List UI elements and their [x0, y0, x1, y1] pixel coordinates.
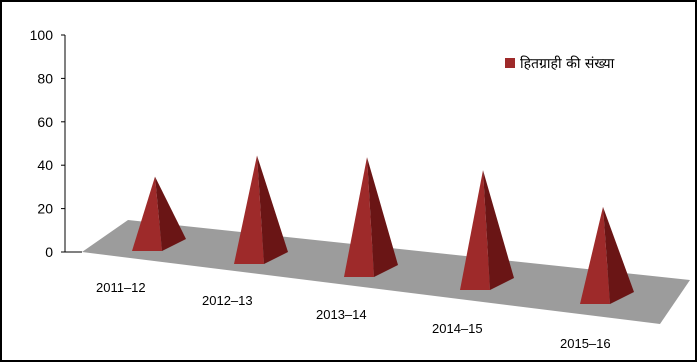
x-category-label: 2014–15	[432, 321, 483, 336]
pyramid-bar	[234, 155, 288, 264]
legend-label: हितग्राही की संख्या	[520, 55, 615, 72]
pyramid-front-face	[132, 176, 162, 251]
pyramid-bar	[344, 157, 398, 277]
pyramid-front-face	[460, 170, 490, 290]
x-category-label: 2012–13	[202, 293, 253, 308]
pyramid-side-face	[155, 176, 186, 251]
x-category-label: 2011–12	[96, 280, 146, 295]
y-tick-label: 80	[37, 70, 53, 86]
pyramid-bar	[460, 170, 514, 290]
x-category-label: 2013–14	[316, 307, 367, 322]
y-tick-label: 40	[37, 157, 53, 173]
x-category-label: 2015–16	[560, 336, 611, 351]
legend: हितग्राही की संख्या	[505, 55, 615, 72]
pyramid-side-face	[257, 155, 288, 264]
y-axis-ticks: 0 20 40 60 80 100	[30, 27, 65, 260]
y-tick-label: 100	[30, 27, 54, 43]
pyramid-front-face	[580, 206, 610, 304]
pyramid-side-face	[483, 170, 514, 290]
legend-swatch	[505, 58, 515, 68]
pyramid-bar	[580, 206, 634, 304]
pyramid-bar	[132, 176, 186, 251]
y-tick-label: 0	[45, 244, 53, 260]
pyramid-side-face	[603, 206, 634, 304]
pyramid-front-face	[344, 157, 374, 277]
pyramid-side-face	[367, 157, 398, 277]
x-axis-labels: 2011–12 2012–13 2013–14 2014–15 2015–16	[96, 280, 611, 351]
pyramid-front-face	[234, 155, 264, 264]
pyramid-series	[132, 155, 634, 304]
y-tick-label: 20	[37, 201, 53, 217]
chart-floor	[82, 220, 690, 324]
y-tick-label: 60	[37, 114, 53, 130]
